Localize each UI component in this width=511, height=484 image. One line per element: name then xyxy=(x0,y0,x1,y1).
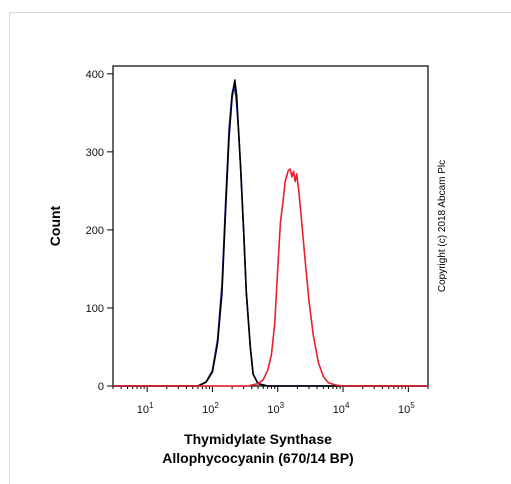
x-tick-label: 102 xyxy=(202,401,219,416)
y-tick-label: 200 xyxy=(86,225,104,237)
plot-frame xyxy=(112,65,429,387)
x-axis-title-line-1: Thymidylate Synthase xyxy=(184,431,332,447)
chart-frame xyxy=(9,12,511,484)
y-tick-label: 400 xyxy=(86,69,104,81)
copyright-annotation: Copyright (c) 2018 Abcam Plc xyxy=(437,160,448,292)
histogram-series-3 xyxy=(113,168,428,387)
x-tick-label: 105 xyxy=(398,401,415,416)
x-tick-label: 101 xyxy=(137,401,154,416)
histogram-series-1 xyxy=(113,84,428,387)
y-axis-title: Count xyxy=(47,205,63,246)
y-tick-label: 100 xyxy=(86,303,104,315)
histogram-series-2 xyxy=(113,79,428,387)
x-tick-label: 104 xyxy=(333,401,350,416)
x-tick-label: 103 xyxy=(267,401,284,416)
plot-area: 0 100 200 300 400 101 102 103 104 105 xyxy=(86,65,429,416)
y-tick-label: 0 xyxy=(98,381,104,393)
y-tick-label: 300 xyxy=(86,147,104,159)
x-axis-title-line-2: Allophycocyanin (670/14 BP) xyxy=(162,450,353,466)
